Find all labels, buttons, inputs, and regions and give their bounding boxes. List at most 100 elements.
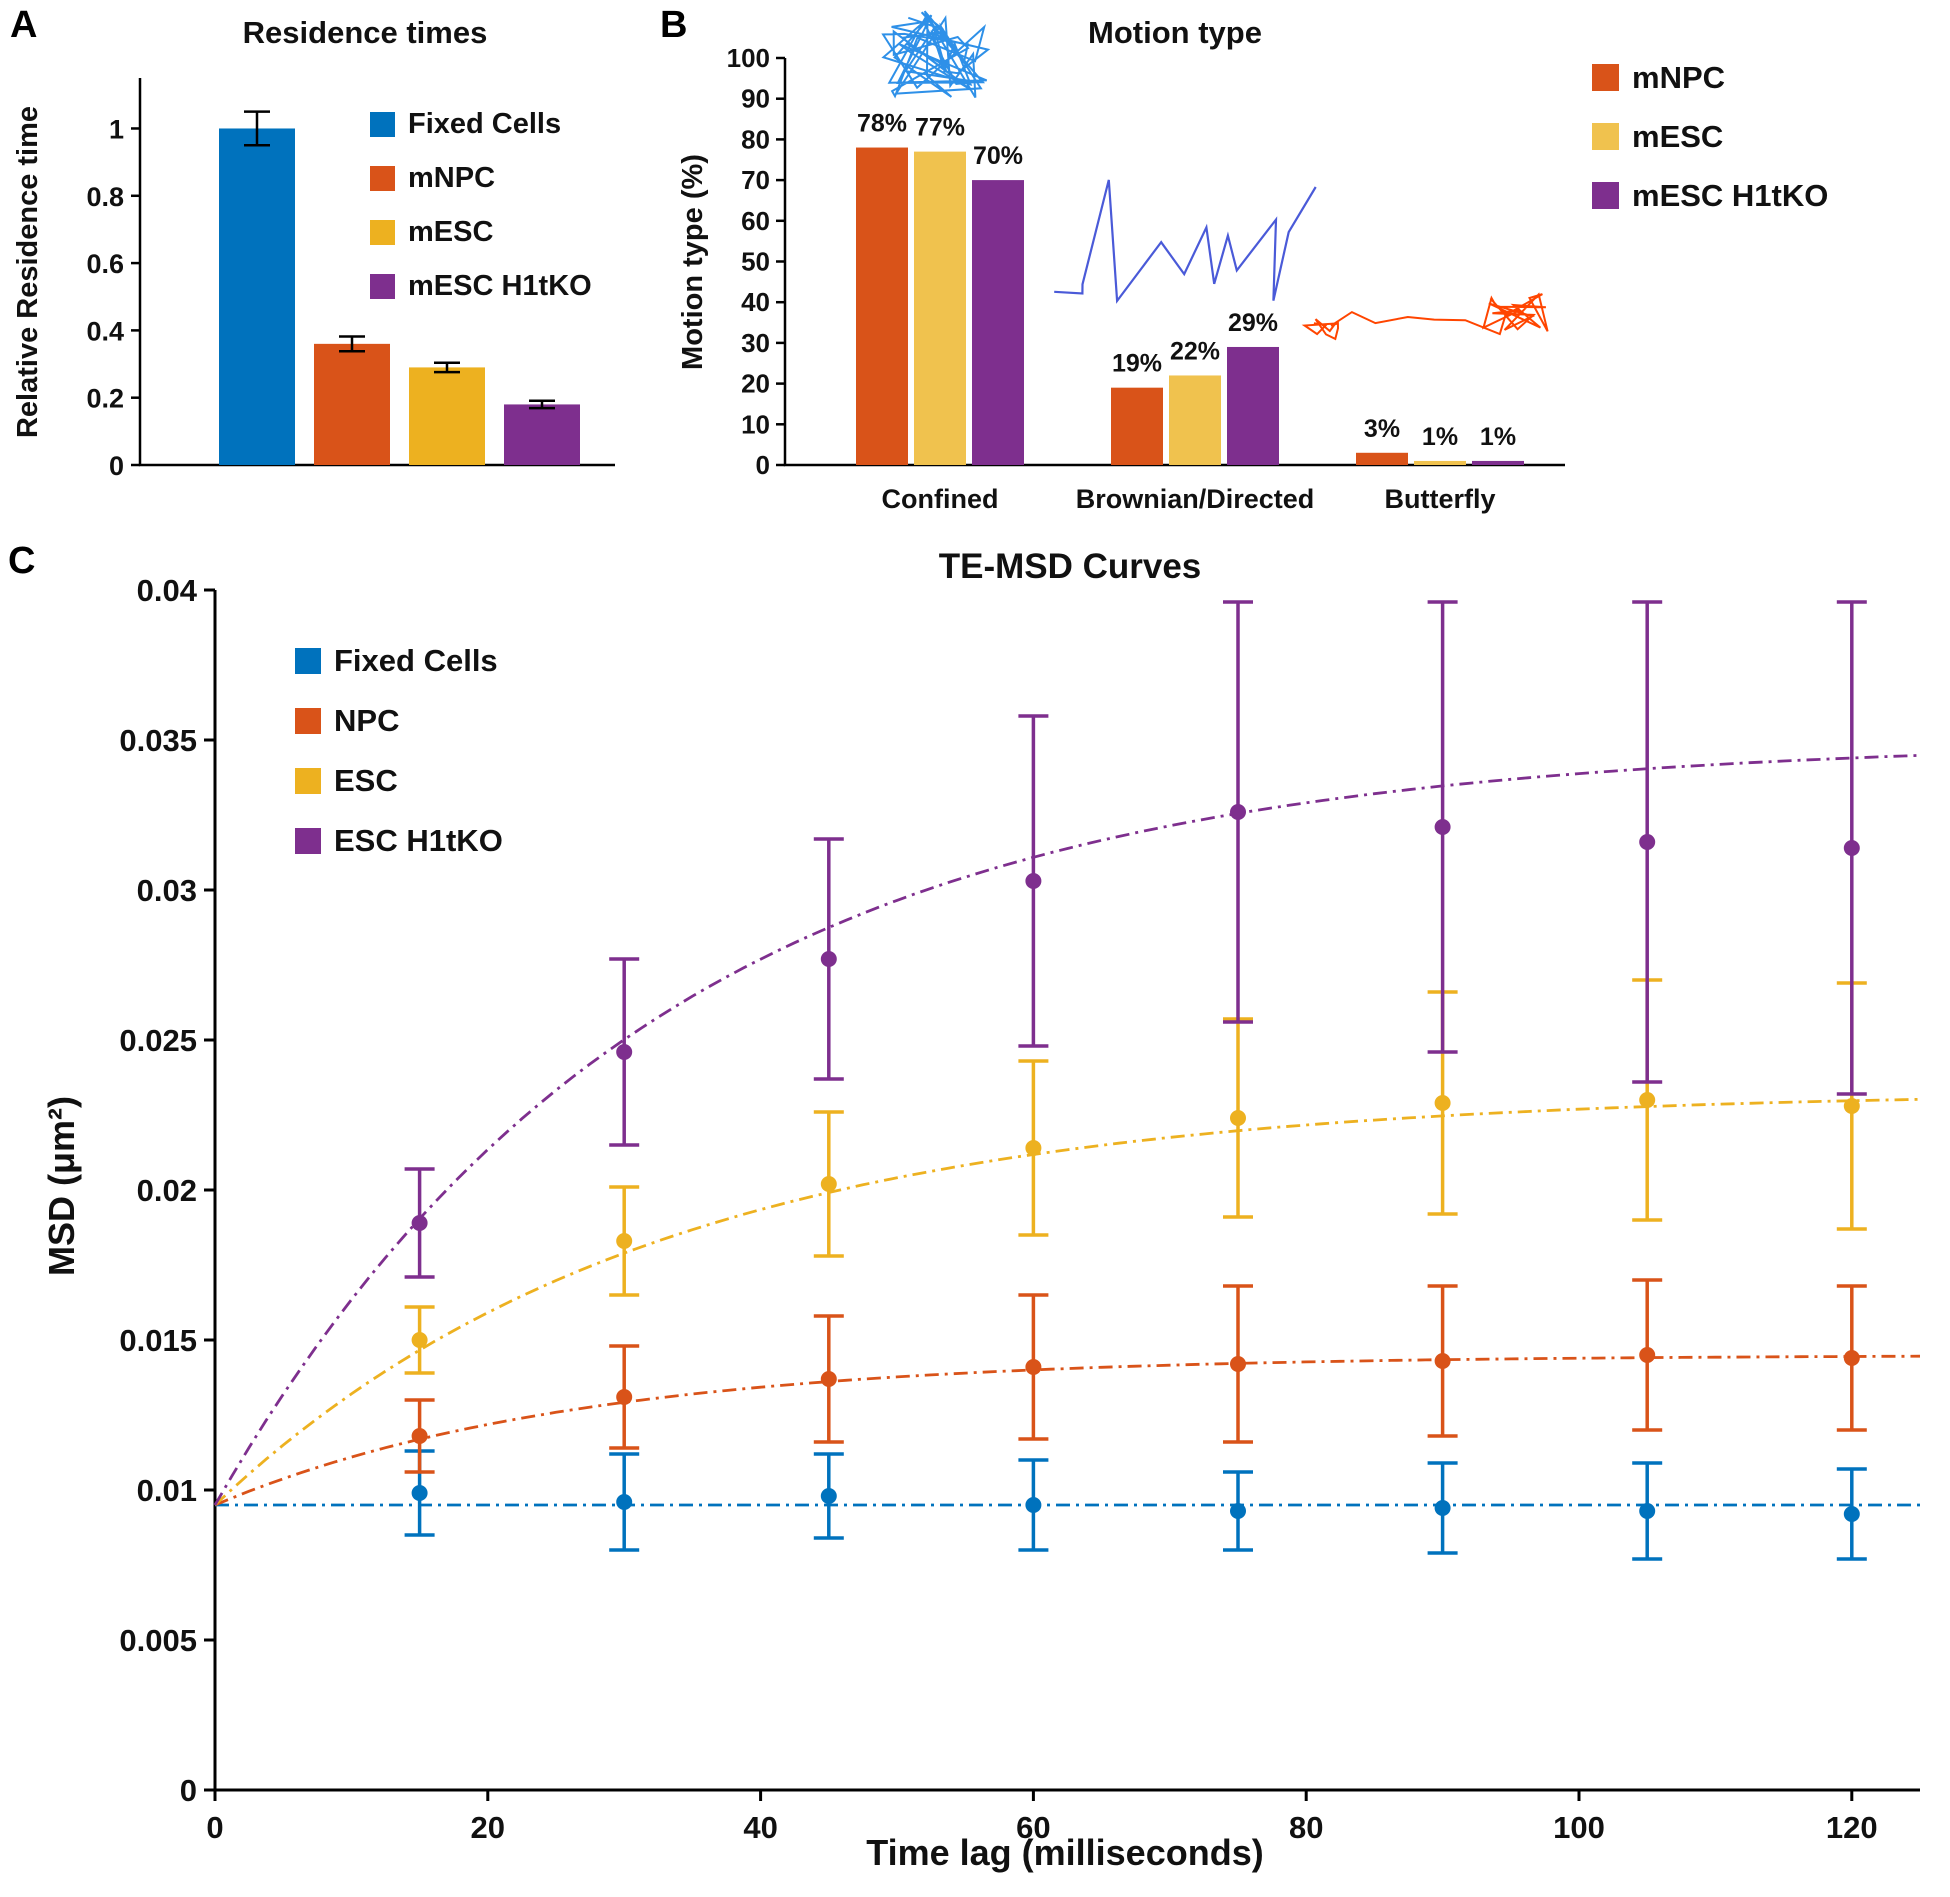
legend-swatch-fixed-cells [295,647,321,674]
legend-label-mesc: mESC [408,216,494,248]
a-y-tick-label: 1 [109,114,124,144]
c-marker-npc [616,1389,633,1405]
c-marker-esc-h1tko [1434,819,1451,835]
c-y-tick-label: 0.01 [137,1473,197,1508]
c-y-tick-label: 0.015 [119,1323,197,1358]
panel-c-x-axis-label: Time lag (milliseconds) [866,1832,1264,1873]
c-marker-esc-h1tko [820,951,837,967]
panel-a-letter: A [10,4,38,46]
legend-label-mesc-h1tko: mESC H1tKO [408,270,592,302]
b-bar-mesc-h1tko-confined [972,180,1024,465]
c-x-tick-label: 80 [1289,1810,1323,1845]
c-fit-curve-esc [214,1097,1921,1507]
c-marker-esc [1843,1098,1860,1114]
legend-swatch-mesc [370,220,395,245]
c-marker-esc [1025,1140,1042,1156]
legend-item: NPC [295,705,503,736]
c-y-tick-label: 0 [180,1773,197,1808]
legend-item: ESC [295,765,503,796]
c-marker-esc-h1tko [616,1044,633,1060]
c-x-tick-label: 20 [471,1810,505,1845]
legend-item: mESC [1592,121,1828,152]
b-bar-value-label: 78% [857,110,907,138]
b-y-tick-label: 30 [741,328,770,358]
legend-swatch-mesc-h1tko [370,274,395,299]
panel-a-legend: Fixed Cells mNPC mESC mESC H1tKO [370,110,592,326]
legend-item: mESC H1tKO [1592,180,1828,211]
c-marker-fixed-cells [1230,1503,1246,1519]
b-y-tick-label: 70 [741,165,770,195]
legend-label-mesc-h1tko: mESC H1tKO [1632,178,1829,213]
legend-item: mNPC [370,164,592,193]
panel-a-title: Residence times [242,15,488,50]
c-marker-npc [1434,1353,1451,1369]
c-marker-fixed-cells [411,1485,428,1501]
c-y-tick-label: 0.02 [137,1173,197,1208]
c-marker-esc-h1tko [411,1215,428,1231]
c-y-tick-label: 0.005 [119,1623,197,1658]
c-marker-npc [1639,1347,1656,1363]
c-marker-esc [1434,1095,1451,1111]
legend-swatch-mesc-h1tko [1592,182,1619,209]
c-x-tick-label: 60 [1016,1810,1050,1845]
b-bar-mesc-h1tko-brownian/directed [1227,346,1279,465]
b-bar-value-label: 77% [915,114,965,142]
legend-label-mnpc: mNPC [1632,60,1726,95]
b-bar-value-label: 70% [973,142,1023,170]
b-bar-mesc-brownian/directed [1169,375,1221,465]
a-y-tick-label: 0.4 [86,316,124,346]
legend-label-esc: ESC [334,763,398,798]
b-y-tick-label: 20 [741,369,770,399]
c-marker-npc [411,1428,428,1444]
legend-label-fixed-cells: Fixed Cells [334,643,498,678]
c-y-tick-label: 0.04 [137,573,198,608]
b-y-tick-label: 10 [741,409,770,439]
c-y-tick-label: 0.035 [119,723,197,758]
b-category-label: Confined [882,484,999,514]
legend-item: mESC H1tKO [370,272,592,301]
c-marker-npc [820,1371,837,1387]
confined-trajectory-icon [881,10,991,99]
panel-b-legend: mNPC mESC mESC H1tKO [1592,62,1828,239]
legend-item: Fixed Cells [370,110,592,139]
c-fit-curve-npc [214,1354,1921,1507]
c-marker-esc-h1tko [1843,840,1860,856]
legend-item: ESC H1tKO [295,825,503,856]
c-marker-esc [411,1332,428,1348]
legend-swatch-npc [295,707,321,734]
a-bar-mesc [409,367,485,465]
b-y-tick-label: 80 [741,124,770,154]
a-y-tick-label: 0.6 [86,249,124,279]
c-marker-esc-h1tko [1639,834,1656,850]
panel-b-title: Motion type [1088,15,1262,50]
b-bar-value-label: 1% [1480,423,1516,451]
panel-a-y-axis-label: Relative Residence time [12,105,44,439]
legend-label-esc-h1tko: ESC H1tKO [334,823,503,858]
legend-swatch-fixed-cells [370,112,395,137]
panel-c-plot: 0 20 40 60 80 100 120 0 0.005 0.01 0.015 0.02 0.025 0… [119,573,1921,1845]
c-y-tick-label: 0.03 [137,873,197,908]
legend-swatch-esc [295,767,321,794]
c-y-tick-label: 0.025 [119,1023,197,1058]
a-bar-mnpc [314,343,390,465]
c-marker-fixed-cells [1639,1503,1656,1519]
c-marker-npc [1025,1359,1042,1375]
c-marker-npc [1843,1350,1860,1366]
b-bar-value-label: 29% [1228,309,1278,337]
legend-swatch-mnpc [1592,64,1619,91]
c-fit-curve-esc-h1tko [213,754,1921,1506]
legend-item: mNPC [1592,62,1828,93]
panel-c-title: TE-MSD Curves [938,547,1202,586]
c-marker-esc [1639,1092,1656,1108]
legend-label-mesc: mESC [1632,119,1724,154]
b-bar-mesc-butterfly [1414,460,1466,465]
c-x-tick-label: 40 [743,1810,777,1845]
legend-swatch-mesc [1592,123,1619,150]
panel-b-letter: B [660,4,688,46]
panel-c-letter: C [8,540,36,582]
butterfly-trajectory-icon [1301,292,1549,341]
panel-c-y-axis-label: MSD (μm²) [41,1096,82,1276]
b-bar-mnpc-brownian/directed [1111,387,1163,465]
b-bar-value-label: 19% [1112,350,1162,378]
b-bar-mesc-confined [914,151,966,466]
